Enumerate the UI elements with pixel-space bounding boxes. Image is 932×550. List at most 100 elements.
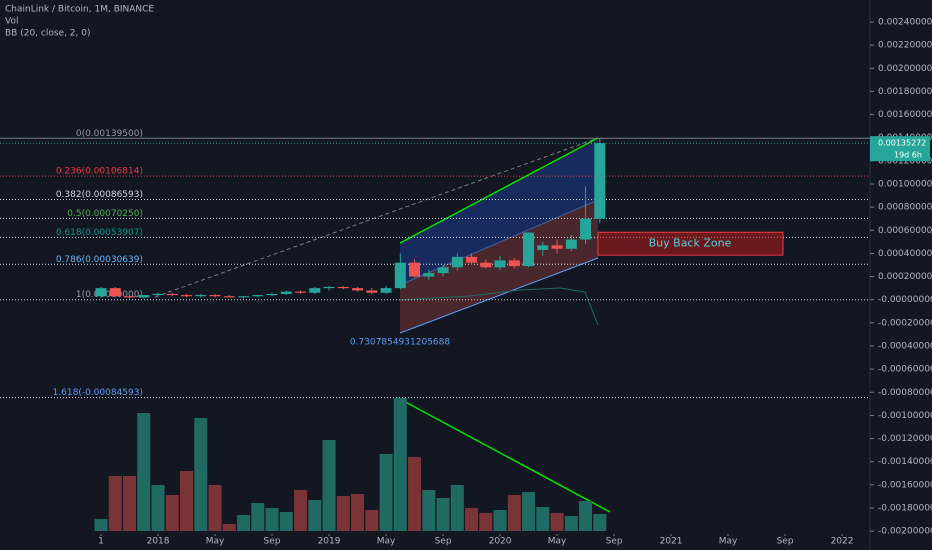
y-tick-label: 0.00240000	[878, 17, 932, 27]
y-tick-label: 0.00020000	[878, 272, 932, 282]
x-tick-label: Sep	[435, 537, 452, 547]
candle-body	[394, 262, 406, 289]
volume-bar	[94, 519, 108, 531]
last-price-box	[870, 136, 930, 162]
x-tick-label: 1	[98, 537, 104, 547]
fib-label: 0(0.00139500)	[76, 129, 143, 139]
trend-line	[399, 137, 599, 244]
fib-label: 0.786(0.00030639)	[56, 255, 143, 265]
candle-body	[309, 288, 321, 293]
candle-body	[266, 293, 278, 296]
buy-back-zone	[597, 231, 784, 256]
candle-body	[423, 273, 435, 277]
y-tick-label: -0.00120000	[878, 434, 932, 444]
y-tick-label: -0.00040000	[878, 341, 932, 351]
x-tick-label: 2018	[147, 537, 170, 547]
volume-bar	[593, 514, 607, 531]
volume-trend-line	[397, 397, 611, 513]
candle-body	[238, 296, 250, 298]
channel-mid	[399, 199, 599, 286]
x-tick-label: May	[377, 537, 396, 547]
candle-body	[252, 295, 264, 297]
x-tick-label: Sep	[606, 537, 623, 547]
candle-body	[138, 295, 150, 298]
y-tick-label: -0.00200000	[878, 527, 932, 537]
fib-label: 1(0.00000000)	[76, 290, 143, 300]
candle-body	[437, 267, 449, 274]
volume-bar	[237, 515, 251, 531]
volume-bar	[507, 495, 521, 531]
volume-bar	[408, 457, 422, 531]
y-tick-label: -0.00060000	[878, 365, 932, 375]
candle-body	[109, 288, 121, 297]
volume-bar	[536, 507, 550, 531]
y-tick-label: -0.00160000	[878, 480, 932, 490]
y-tick-label: -0.00100000	[878, 411, 932, 421]
candle-body	[95, 288, 107, 297]
last-price-label: 0.00135272	[878, 139, 926, 148]
candle-body	[195, 295, 207, 297]
y-tick-label: 0.00120000	[878, 156, 932, 166]
volume-bar	[450, 485, 464, 531]
x-tick-label: May	[719, 537, 738, 547]
volume-bar	[265, 508, 279, 531]
candle-body	[565, 239, 577, 249]
candle-body	[551, 245, 563, 249]
volume-bar	[351, 494, 365, 531]
volume-bar	[180, 471, 194, 531]
fib-label: 0.618(0.00053907)	[56, 228, 143, 238]
zone-label: Buy Back Zone	[649, 237, 732, 250]
fib-label: 0.382(0.00086593)	[56, 190, 143, 200]
dashed-trend	[154, 137, 599, 298]
volume-bar	[422, 490, 436, 531]
channel-upper	[400, 140, 598, 285]
x-tick-label: 2022	[831, 537, 854, 547]
candle-body	[508, 260, 520, 267]
volume-bar	[322, 440, 336, 531]
volume-bar	[251, 503, 265, 531]
y-tick-label: 0.00100000	[878, 179, 932, 189]
candle-body	[181, 295, 193, 297]
y-tick-label: 0.00060000	[878, 226, 932, 236]
volume-bar	[365, 510, 379, 531]
y-tick-label: 0.00080000	[878, 203, 932, 213]
candle-body	[594, 143, 606, 219]
candle-body	[223, 296, 235, 298]
channel-line	[399, 257, 599, 334]
volume-bar	[564, 516, 578, 531]
candle-body	[209, 295, 221, 297]
candle-body	[323, 286, 335, 289]
candle-body	[366, 290, 378, 293]
candle-body	[124, 296, 136, 298]
candle-body	[352, 288, 364, 291]
volume-bar	[108, 476, 122, 531]
candle-body	[494, 260, 506, 268]
x-tick-label: 2021	[660, 537, 683, 547]
x-tick-label: 2020	[489, 537, 512, 547]
candle-body	[295, 291, 307, 293]
annotation: 0.7307854931205688	[350, 338, 450, 348]
volume-title: Vol	[5, 17, 18, 27]
volume-bar	[151, 485, 165, 531]
y-tick-label: 0.00160000	[878, 110, 932, 120]
x-tick-label: 2019	[318, 537, 341, 547]
volume-bar	[579, 501, 593, 531]
candle-body	[580, 218, 592, 240]
fib-label: 0.236(0.00106814)	[56, 167, 143, 177]
candle-body	[451, 256, 463, 268]
candle-body	[480, 262, 492, 268]
volume-bar	[436, 498, 450, 531]
volume-bar	[294, 490, 308, 531]
y-tick-label: 0.00180000	[878, 87, 932, 97]
countdown: 19d 6h	[894, 151, 922, 160]
candle-body	[280, 291, 292, 294]
volume-bar	[123, 476, 137, 531]
volume-bar	[222, 524, 236, 531]
volume-bar	[165, 495, 179, 531]
volume-bar	[208, 485, 222, 531]
candle-body	[537, 245, 549, 250]
y-tick-label: 0.00200000	[878, 64, 932, 74]
x-tick-label: Sep	[777, 537, 794, 547]
candle-body	[152, 293, 164, 296]
